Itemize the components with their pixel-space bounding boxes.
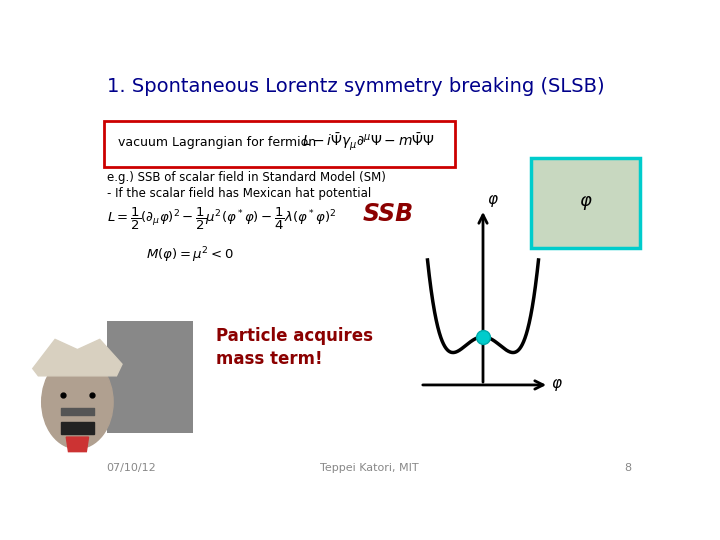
Text: $M(\varphi) = \mu^2 < 0$: $M(\varphi) = \mu^2 < 0$ xyxy=(145,246,233,265)
Polygon shape xyxy=(66,437,89,451)
Text: $L = \dfrac{1}{2}(\partial_{\mu}\varphi)^2 - \dfrac{1}{2}\mu^2(\varphi^*\varphi): $L = \dfrac{1}{2}(\partial_{\mu}\varphi)… xyxy=(107,206,336,232)
Circle shape xyxy=(42,355,113,449)
FancyBboxPatch shape xyxy=(104,121,456,167)
Text: 1. Spontaneous Lorentz symmetry breaking (SLSB): 1. Spontaneous Lorentz symmetry breaking… xyxy=(107,77,604,96)
Text: SSB: SSB xyxy=(363,202,414,226)
Text: Teppei Katori, MIT: Teppei Katori, MIT xyxy=(320,463,418,473)
FancyBboxPatch shape xyxy=(107,321,193,433)
Polygon shape xyxy=(60,422,94,434)
Text: $\varphi$: $\varphi$ xyxy=(552,377,563,393)
Text: - If the scalar field has Mexican hat potential: - If the scalar field has Mexican hat po… xyxy=(107,187,371,200)
Text: Particle acquires
mass term!: Particle acquires mass term! xyxy=(215,327,372,368)
FancyBboxPatch shape xyxy=(531,158,639,248)
Polygon shape xyxy=(33,340,122,376)
Text: 8: 8 xyxy=(624,463,631,473)
Text: 07/10/12: 07/10/12 xyxy=(107,463,156,473)
Text: $\varphi$: $\varphi$ xyxy=(487,193,498,209)
Text: $\mathit{L} - i\bar{\Psi}\gamma_{\mu}\partial^{\mu}\Psi -m\bar{\Psi}\Psi$: $\mathit{L} - i\bar{\Psi}\gamma_{\mu}\pa… xyxy=(302,132,435,153)
Text: e.g.) SSB of scalar field in Standard Model (SM): e.g.) SSB of scalar field in Standard Mo… xyxy=(107,171,386,184)
Text: $\varphi$: $\varphi$ xyxy=(579,194,593,212)
Text: vacuum Lagrangian for fermion: vacuum Lagrangian for fermion xyxy=(118,136,316,149)
